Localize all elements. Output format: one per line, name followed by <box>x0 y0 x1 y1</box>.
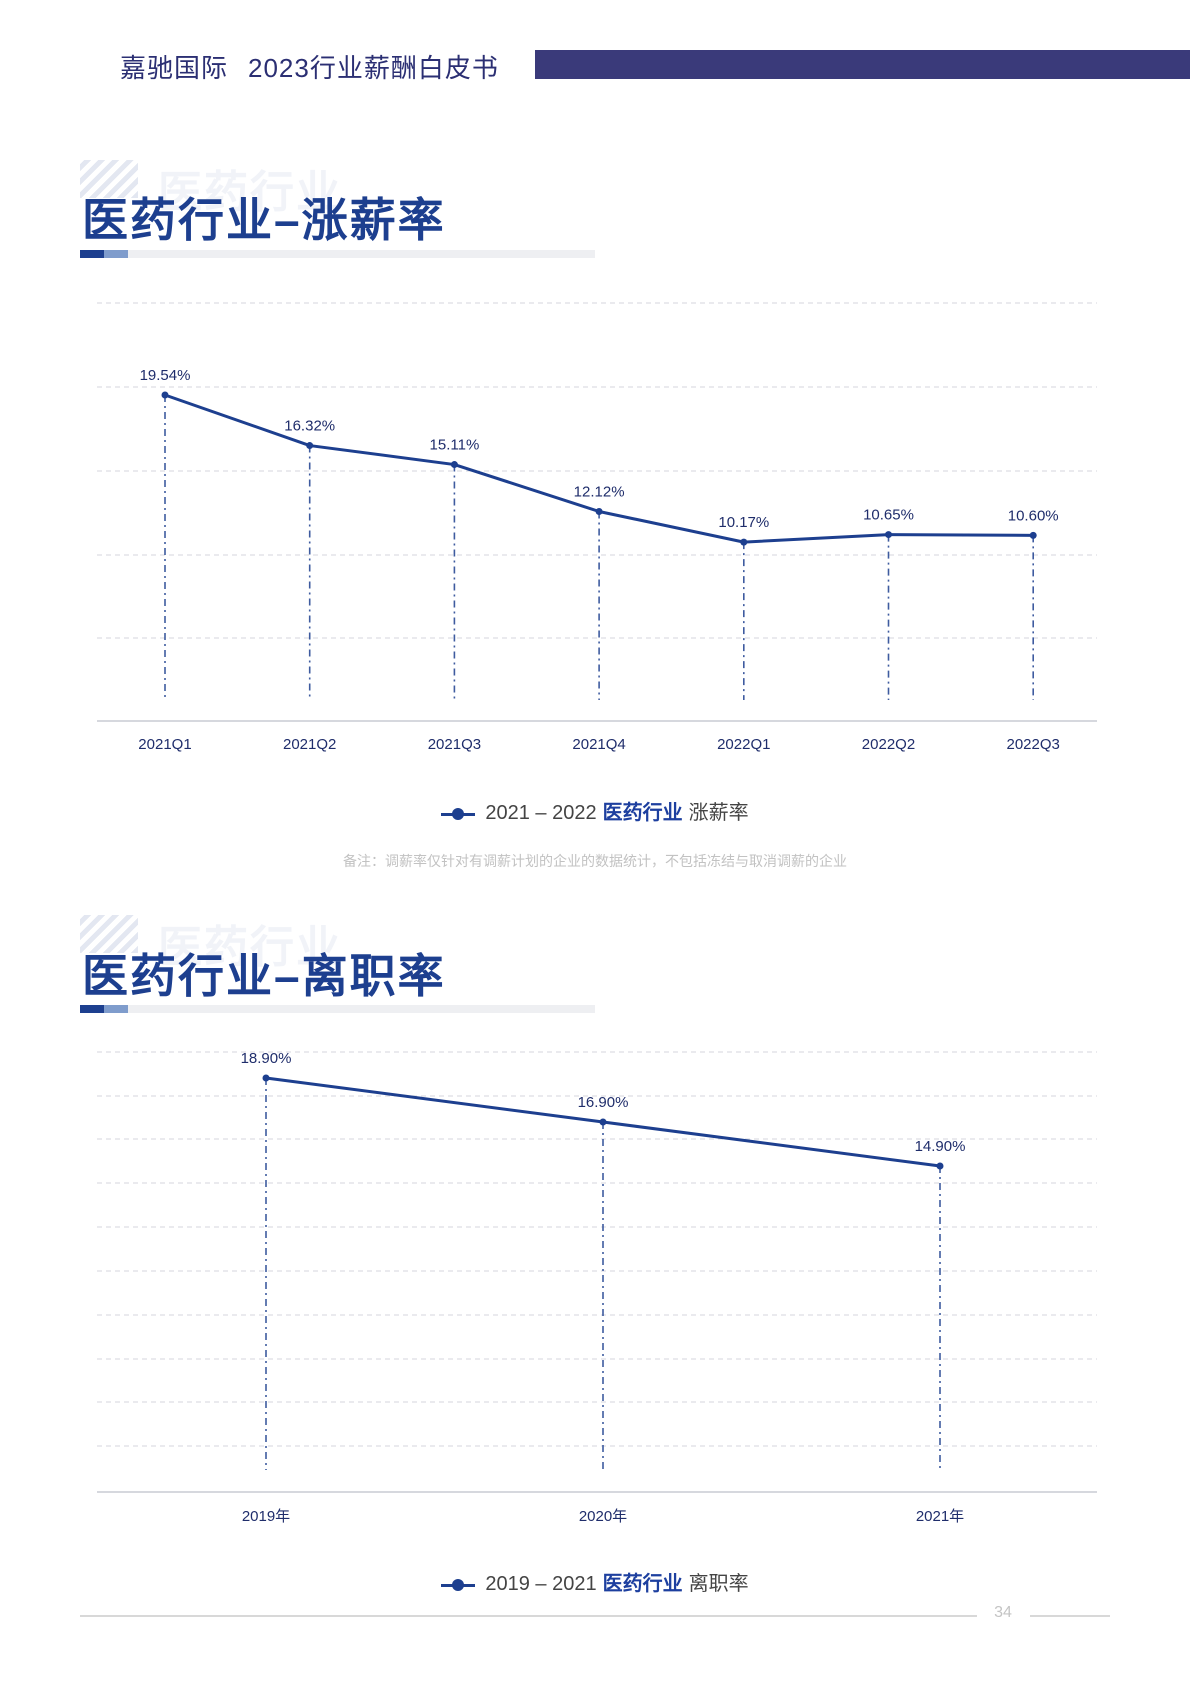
x-tick-label: 2020年 <box>579 1508 627 1525</box>
data-label: 18.90% <box>241 1050 292 1067</box>
header-doc-title: 2023行业薪酬白皮书 <box>248 53 499 83</box>
data-point <box>595 507 603 515</box>
data-label: 12.12% <box>574 483 625 500</box>
data-label: 10.17% <box>718 514 769 531</box>
raise-rate-chart-svg: 19.54% 16.32% 15.11% 12.12% 10.17% 10.65% 10.6… <box>97 302 1097 753</box>
raise-rate-line-chart: 19.54% 16.32% 15.11% 12.12% 10.17% 10.65% 10.6… <box>0 295 1190 765</box>
data-label: 14.90% <box>915 1138 966 1155</box>
data-label: 16.32% <box>284 418 335 435</box>
x-tick-label: 2021Q1 <box>138 736 191 753</box>
data-point <box>161 391 169 399</box>
x-tick-label: 2021Q4 <box>572 736 625 753</box>
header-accent-bar <box>535 50 1190 79</box>
x-tick-label: 2022Q2 <box>862 736 915 753</box>
x-tick-label: 2019年 <box>242 1508 290 1525</box>
data-label: 10.60% <box>1008 507 1059 524</box>
turnover-rate-chart-svg: 18.90% 16.90% 14.90% 2019年 2020年 2021年 <box>97 1050 1097 1525</box>
page-number: 34 <box>994 1604 1012 1621</box>
legend-line-marker <box>441 807 476 820</box>
data-point <box>1029 531 1037 539</box>
data-point <box>936 1162 944 1170</box>
data-point <box>450 461 458 469</box>
section-title-raise-rate: 医药行业–涨薪率 <box>82 194 446 246</box>
turnover-rate-legend: 2019 – 2021 医药行业 离职率 <box>0 1567 1190 1596</box>
data-point <box>262 1074 270 1082</box>
page-header: 嘉驰国际 2023行业薪酬白皮书 <box>0 0 1190 100</box>
turnover-rate-line-chart: 18.90% 16.90% 14.90% 2019年 2020年 2021年 <box>0 1040 1190 1540</box>
x-tick-label: 2021Q2 <box>283 736 336 753</box>
legend-prefix: 2019 – 2021 <box>485 1573 597 1595</box>
data-point <box>306 442 314 450</box>
x-tick-label: 2022Q1 <box>717 736 770 753</box>
data-label: 19.54% <box>140 367 191 384</box>
title-decoration <box>80 160 138 198</box>
title-decoration <box>80 915 138 953</box>
legend-highlight: 医药行业 <box>602 802 683 824</box>
title-underline <box>80 250 595 258</box>
data-label: 10.65% <box>863 507 914 524</box>
title-underline <box>80 1005 595 1013</box>
header-brand: 嘉驰国际 <box>120 53 229 83</box>
x-tick-label: 2021Q3 <box>428 736 481 753</box>
data-point <box>599 1118 607 1126</box>
title-watermark: 医药行业 <box>158 168 342 217</box>
data-label: 16.90% <box>578 1094 629 1111</box>
legend-prefix: 2021 – 2022 <box>485 802 597 824</box>
legend-line-marker <box>441 1578 476 1591</box>
section-title-turnover-rate: 医药行业–离职率 <box>82 950 446 1002</box>
title-watermark: 医药行业 <box>158 923 342 972</box>
footer-divider <box>80 1615 977 1617</box>
header-title: 嘉驰国际 2023行业薪酬白皮书 <box>120 48 499 85</box>
data-point <box>885 531 892 539</box>
x-tick-label: 2021年 <box>916 1508 964 1525</box>
legend-suffix: 离职率 <box>688 1573 749 1595</box>
legend-suffix: 涨薪率 <box>688 802 749 824</box>
x-tick-label: 2022Q3 <box>1007 736 1060 753</box>
footer-divider <box>1030 1615 1110 1617</box>
data-point <box>740 538 748 546</box>
data-label: 15.11% <box>430 437 480 454</box>
chart-note: 备注：调薪率仅针对有调薪计划的企业的数据统计，不包括冻结与取消调薪的企业 <box>343 853 847 869</box>
legend-highlight: 医药行业 <box>602 1573 683 1595</box>
raise-rate-legend: 2021 – 2022 医药行业 涨薪率 <box>0 796 1190 825</box>
